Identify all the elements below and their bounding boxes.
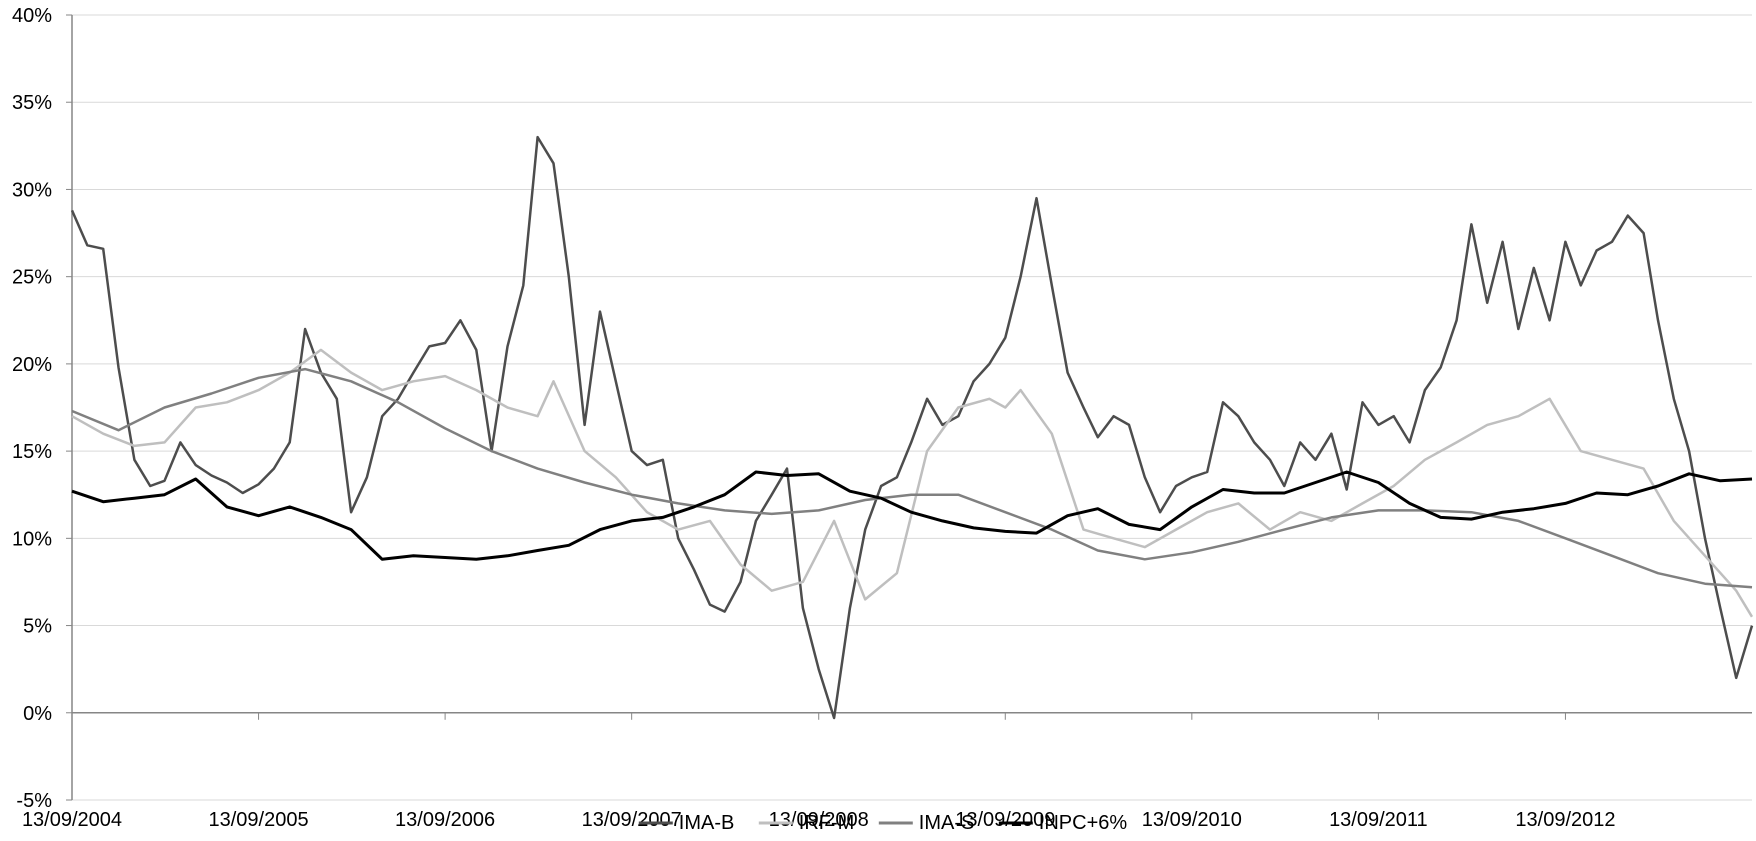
series-lines [70,135,1754,720]
series-line-irf-m [71,348,1754,618]
y-tick-label: 5% [23,616,52,638]
x-tick-label: 13/09/2012 [1515,809,1615,831]
gridlines [72,14,1752,801]
axes [71,15,1752,800]
y-tick-label: 25% [12,267,52,289]
x-axis-ticks: 13/09/2004 13/09/2005 13/09/2006 13/09/2007… [22,712,1616,831]
x-tick-label: 13/09/2005 [208,809,308,831]
legend-label: INPC+6% [1039,812,1128,834]
y-tick-label: 40% [12,5,52,27]
x-tick-label: 13/09/2007 [582,809,682,831]
y-tick-label: -5% [16,790,52,812]
y-tick-label: 0% [23,703,52,725]
x-tick-label: 13/09/2006 [395,809,495,831]
legend: IMA-B IRF-M IMA-S INPC+6% [638,812,1128,834]
x-tick-label: 13/09/2011 [1329,809,1428,831]
series-line-inpc-6- [71,470,1753,561]
series-line-ima-b [70,135,1754,720]
y-axis-ticks: -5% 0% 5% 10% 15% 20% 25% 30% 35% 40% [12,5,72,812]
x-tick-label: 13/09/2004 [22,809,122,831]
y-tick-label: 15% [12,441,52,463]
y-tick-label: 35% [12,92,52,114]
x-tick-label: 13/09/2008 [769,809,869,831]
y-tick-label: 30% [12,179,52,201]
x-tick-label: 13/09/2010 [1142,809,1242,831]
x-tick-label: 13/09/2009 [955,809,1055,831]
y-tick-label: 20% [12,354,52,376]
y-tick-label: 10% [12,528,52,550]
series-line-ima-s [71,367,1753,589]
legend-label: IMA-S [919,812,975,834]
legend-label: IRF-M [799,812,855,834]
legend-label: IMA-B [679,812,735,834]
